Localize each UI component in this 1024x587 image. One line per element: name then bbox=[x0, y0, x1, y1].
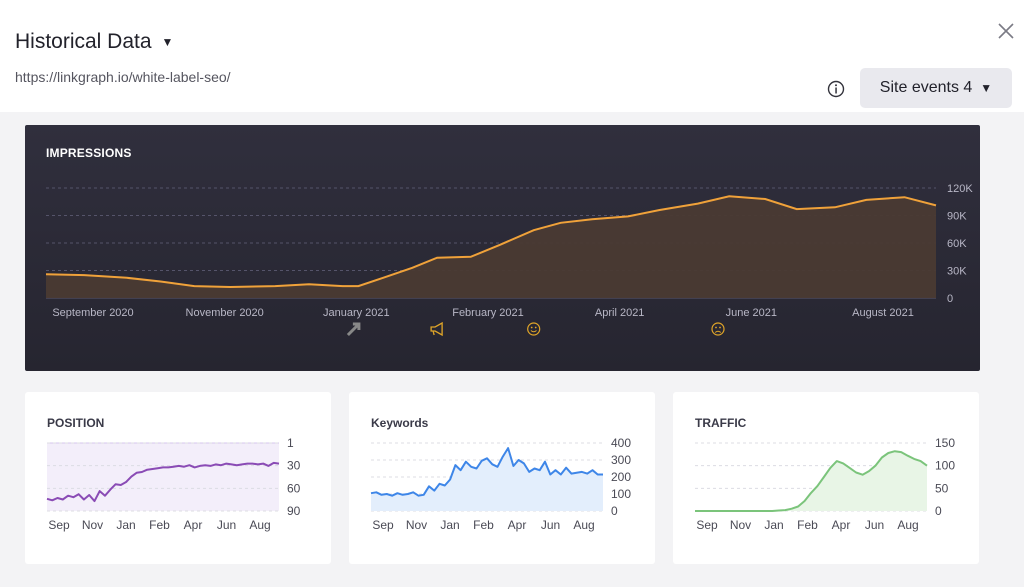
face-outline bbox=[711, 322, 725, 336]
series-line bbox=[46, 461, 280, 503]
face-eye bbox=[534, 326, 537, 329]
y-tick-label: 0 bbox=[611, 504, 618, 518]
x-tick-label: Feb bbox=[797, 518, 818, 532]
impressions-chart-card: IMPRESSIONS 120K 90K 60K 30K 0 September 2020… bbox=[25, 125, 980, 371]
face-eye bbox=[530, 326, 533, 329]
x-tick-label: Feb bbox=[473, 518, 494, 532]
face-mouth bbox=[530, 330, 537, 333]
x-tick-label: September 2020 bbox=[52, 307, 133, 319]
x-tick-label: Nov bbox=[82, 518, 103, 532]
x-tick-label: Apr bbox=[832, 518, 851, 532]
page-title: Historical Data bbox=[15, 30, 152, 53]
impressions-line bbox=[45, 195, 937, 289]
x-tick-label: November 2020 bbox=[186, 307, 264, 319]
y-tick-label: 150 bbox=[935, 436, 955, 450]
x-tick-label: Aug bbox=[249, 518, 270, 532]
header-bar: Historical Data ▼ https://linkgraph.io/w… bbox=[0, 0, 1024, 112]
y-tick-label: 50 bbox=[935, 481, 949, 495]
site-events-dropdown[interactable]: Site events 4 ▼ bbox=[860, 68, 1012, 108]
close-icon[interactable] bbox=[993, 18, 1019, 44]
chart-title: TRAFFIC bbox=[695, 416, 747, 430]
x-tick-label: Apr bbox=[508, 518, 527, 532]
impressions-chart: 120K 90K 60K 30K 0 September 2020 November 202… bbox=[45, 183, 973, 337]
megaphone-icon[interactable] bbox=[430, 321, 443, 337]
chart-title: POSITION bbox=[47, 416, 105, 430]
traffic-card: TRAFFIC 150 100 50 0 Sep Nov Jan Feb Apr Jun Aug bbox=[673, 392, 979, 564]
x-tick-label: Sep bbox=[372, 518, 394, 532]
traffic-chart: 150 100 50 0 Sep Nov Jan Feb Apr Jun Aug bbox=[695, 436, 955, 532]
y-tick-label: 100 bbox=[611, 487, 631, 501]
x-tick-label: January 2021 bbox=[323, 307, 390, 319]
x-tick-label: Feb bbox=[149, 518, 170, 532]
x-tick-label: Apr bbox=[184, 518, 203, 532]
x-tick-label: August 2021 bbox=[852, 307, 914, 319]
title-row: Historical Data ▼ bbox=[15, 30, 173, 54]
y-tick-label: 1 bbox=[287, 436, 294, 450]
y-tick-label: 100 bbox=[935, 459, 955, 473]
x-tick-label: Jan bbox=[764, 518, 783, 532]
y-tick-label: 90 bbox=[287, 504, 301, 518]
y-tick-label: 200 bbox=[611, 470, 631, 484]
series-line bbox=[370, 447, 603, 497]
x-tick-label: Jun bbox=[865, 518, 884, 532]
smile-icon[interactable] bbox=[527, 322, 541, 336]
x-tick-label: Aug bbox=[573, 518, 594, 532]
arrow-up-right-icon[interactable] bbox=[346, 322, 361, 337]
site-events-label: Site events 4 bbox=[879, 79, 973, 96]
face-outline bbox=[527, 322, 541, 336]
x-tick-label: Jan bbox=[440, 518, 459, 532]
keywords-card: Keywords 400 300 200 100 0 Sep Nov Jan Feb Apr Jun… bbox=[349, 392, 655, 564]
y-tick-label: 300 bbox=[611, 453, 631, 467]
arrow-shape bbox=[346, 322, 361, 337]
x-tick-label: Aug bbox=[897, 518, 918, 532]
x-tick-label: February 2021 bbox=[452, 307, 524, 319]
y-tick-label: 90K bbox=[947, 211, 967, 223]
face-eye bbox=[715, 326, 717, 329]
y-tick-label: 30K bbox=[947, 266, 967, 278]
x-tick-label: Jan bbox=[116, 518, 135, 532]
y-tick-label: 0 bbox=[935, 504, 942, 518]
face-mouth bbox=[714, 330, 722, 333]
frown-icon[interactable] bbox=[711, 322, 725, 336]
caret-down-icon[interactable]: ▼ bbox=[161, 35, 174, 49]
x-tick-label: Sep bbox=[696, 518, 718, 532]
y-tick-label: 0 bbox=[947, 293, 953, 305]
y-tick-label: 60K bbox=[947, 238, 967, 250]
x-tick-label: April 2021 bbox=[595, 307, 645, 319]
y-tick-label: 400 bbox=[611, 436, 631, 450]
series-line bbox=[695, 450, 928, 512]
x-tick-label: Jun bbox=[217, 518, 236, 532]
x-tick-label: Nov bbox=[730, 518, 751, 532]
position-chart: 1 30 60 90 Sep Nov Jan Feb Apr Jun Aug bbox=[46, 436, 301, 532]
keywords-chart: 400 300 200 100 0 Sep Nov Jan Feb Apr Jun Aug bbox=[370, 436, 631, 532]
x-tick-label: Sep bbox=[48, 518, 70, 532]
position-card: POSITION 1 30 60 90 Sep Nov Jan Feb Apr Jun Aug bbox=[25, 392, 331, 564]
y-tick-label: 30 bbox=[287, 459, 301, 473]
page-url: https://linkgraph.io/white-label-seo/ bbox=[15, 69, 231, 85]
face-eye bbox=[719, 326, 721, 329]
plot-band bbox=[47, 443, 279, 511]
x-tick-label: Jun bbox=[541, 518, 560, 532]
chart-title: IMPRESSIONS bbox=[46, 146, 132, 160]
y-tick-label: 60 bbox=[287, 481, 301, 495]
series-area bbox=[695, 451, 927, 511]
y-tick-label: 120K bbox=[947, 183, 973, 195]
impressions-area bbox=[46, 196, 936, 298]
chart-title: Keywords bbox=[371, 416, 429, 430]
info-icon[interactable] bbox=[826, 79, 846, 99]
x-tick-label: June 2021 bbox=[726, 307, 777, 319]
megaphone-shape bbox=[430, 321, 443, 337]
x-tick-label: Nov bbox=[406, 518, 427, 532]
caret-down-icon: ▼ bbox=[980, 81, 993, 95]
